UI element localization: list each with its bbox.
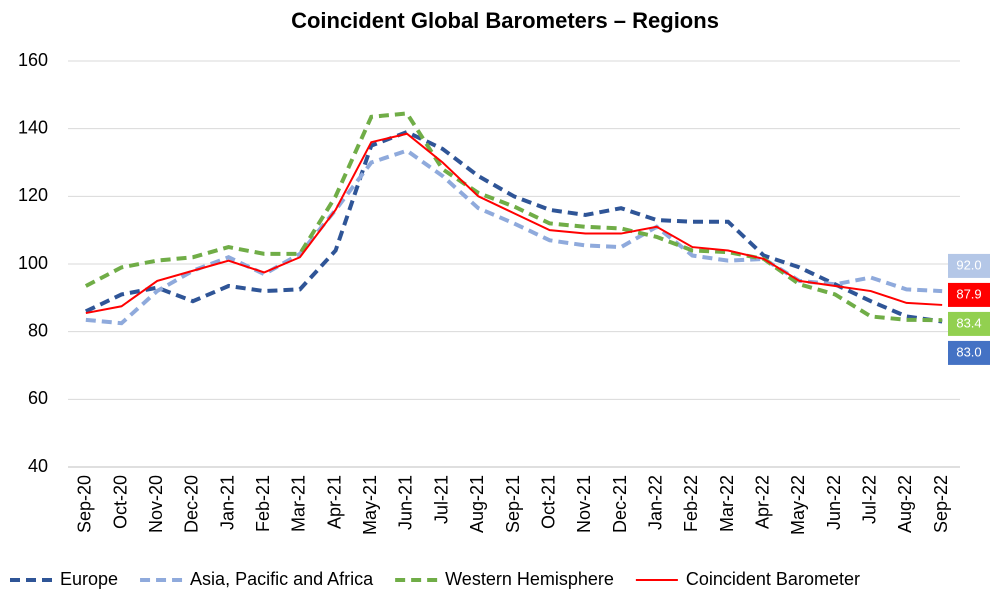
legend-label: Western Hemisphere <box>445 569 614 589</box>
x-tick-label: Feb-21 <box>253 475 273 532</box>
y-tick-label: 160 <box>18 50 48 70</box>
x-tick-label: Sep-22 <box>931 475 951 533</box>
value-label: 87.9 <box>956 286 981 301</box>
x-tick-label: Jul-22 <box>860 475 880 524</box>
x-tick-label: Jan-22 <box>645 475 665 530</box>
series-line <box>84 129 943 324</box>
legend-label: Europe <box>60 569 118 589</box>
legend-label: Asia, Pacific and Africa <box>190 569 374 589</box>
x-tick-label: May-22 <box>788 475 808 535</box>
x-tick-label: Nov-21 <box>574 475 594 533</box>
x-tick-label: Aug-21 <box>467 475 487 533</box>
x-tick-label: Jan-21 <box>217 475 237 530</box>
value-label-box <box>948 253 990 278</box>
value-label-box <box>948 311 990 336</box>
y-tick-label: 100 <box>18 253 48 273</box>
y-tick-label: 140 <box>18 117 48 137</box>
x-tick-label: Feb-22 <box>681 475 701 532</box>
legend-label: Coincident Barometer <box>686 569 860 589</box>
x-tick-label: Jun-21 <box>396 475 416 530</box>
x-tick-label: Jul-21 <box>431 475 451 524</box>
series-line <box>85 132 943 315</box>
x-tick-label: Aug-22 <box>895 475 915 533</box>
x-tick-label: Oct-21 <box>538 475 558 529</box>
x-tick-label: Oct-20 <box>110 475 130 529</box>
x-tick-label: Apr-22 <box>753 475 773 529</box>
value-label: 83.4 <box>956 315 981 330</box>
x-tick-label: Sep-21 <box>503 475 523 533</box>
x-tick-label: May-21 <box>360 475 380 535</box>
x-tick-label: Apr-21 <box>324 475 344 529</box>
x-tick-label: Sep-20 <box>75 475 95 533</box>
y-tick-label: 60 <box>28 388 48 408</box>
x-tick-label: Nov-20 <box>146 475 166 533</box>
series-line <box>84 111 943 323</box>
x-tick-label: Dec-21 <box>610 475 630 533</box>
series-line <box>85 148 943 326</box>
value-label-box <box>948 340 990 365</box>
x-tick-label: Mar-22 <box>717 475 737 532</box>
y-tick-label: 80 <box>28 320 48 340</box>
chart-title: Coincident Global Barometers – Regions <box>291 8 719 33</box>
x-tick-label: Mar-21 <box>289 475 309 532</box>
y-tick-label: 40 <box>28 456 48 476</box>
value-label: 83.0 <box>956 344 981 359</box>
value-label: 92.0 <box>956 257 981 272</box>
value-label-box <box>948 282 990 307</box>
x-tick-label: Jun-22 <box>824 475 844 530</box>
y-tick-label: 120 <box>18 185 48 205</box>
x-tick-label: Dec-20 <box>182 475 202 533</box>
